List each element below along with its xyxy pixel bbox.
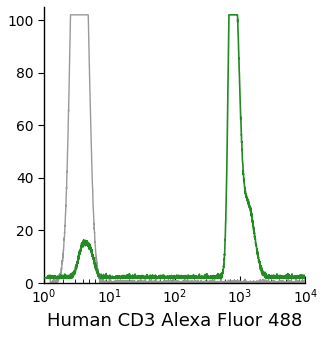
X-axis label: Human CD3 Alexa Fluor 488: Human CD3 Alexa Fluor 488 [47, 312, 302, 330]
